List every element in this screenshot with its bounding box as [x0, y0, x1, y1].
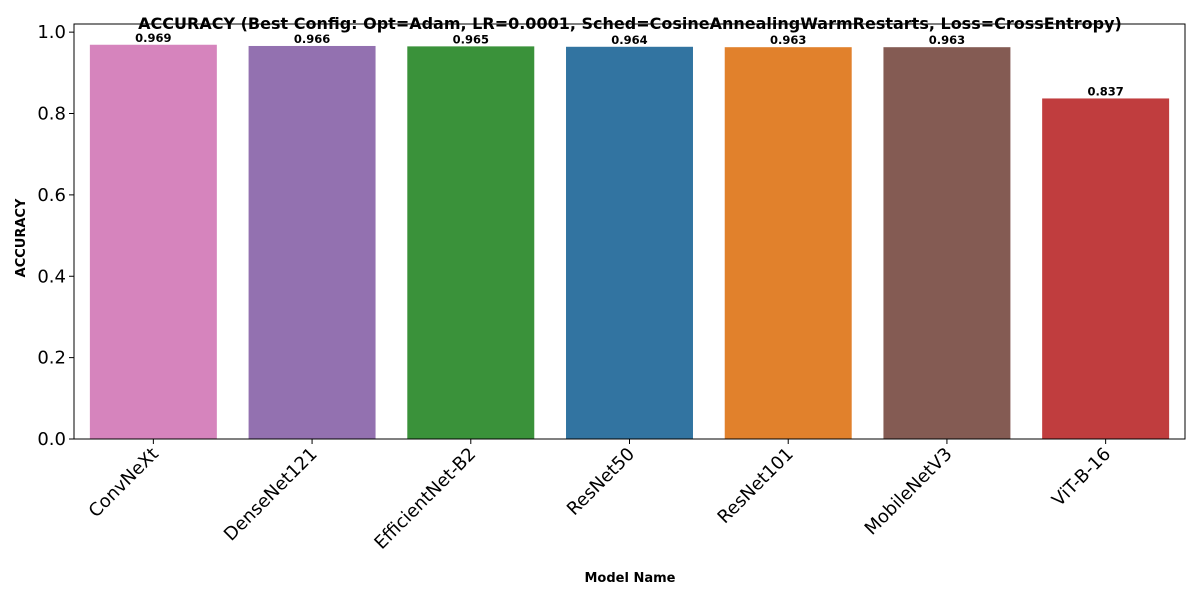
y-tick-label: 0.8 [37, 104, 66, 125]
x-axis-label: Model Name [585, 571, 676, 586]
bar-value-label: 0.965 [453, 32, 489, 46]
bar-value-label: 0.963 [770, 33, 806, 47]
x-tick-label: MobileNetV3 [861, 444, 957, 540]
bar-value-label: 0.837 [1087, 84, 1123, 98]
y-tick-label: 1.0 [37, 22, 66, 43]
x-tick-label: ConvNeXt [85, 444, 163, 522]
bar-value-label: 0.969 [135, 31, 171, 45]
y-axis: 0.0 0.2 0.4 0.6 0.8 1.0 [37, 22, 74, 450]
bar-value-labels: 0.969 0.966 0.965 0.964 0.963 0.963 0.837 [135, 31, 1124, 99]
bar-resnet50 [566, 46, 693, 440]
bar-mobilenetv3 [883, 47, 1011, 440]
x-tick-label: ResNet101 [714, 444, 798, 528]
bar-convnext [89, 44, 217, 439]
bar-value-label: 0.963 [929, 33, 965, 47]
bar-vit-b-16 [1042, 98, 1170, 440]
y-axis-label: ACCURACY [14, 198, 29, 277]
y-tick-label: 0.2 [37, 348, 66, 369]
x-tick-label: ResNet50 [563, 444, 639, 520]
bar-value-label: 0.966 [294, 32, 330, 46]
bar-value-label: 0.964 [611, 33, 647, 47]
bar-efficientnet-b2 [407, 46, 535, 440]
bar-densenet121 [248, 45, 376, 440]
x-tick-label: ViT-B-16 [1048, 444, 1115, 511]
x-tick-label: DenseNet121 [220, 444, 322, 546]
y-tick-label: 0.0 [37, 429, 66, 450]
y-tick-label: 0.6 [37, 185, 66, 206]
bar-resnet101 [724, 47, 852, 440]
x-tick-label: EfficientNet-B2 [370, 444, 480, 554]
x-axis: ConvNeXt DenseNet121 EfficientNet-B2 ResNet… [85, 439, 1115, 554]
bars-group [89, 44, 1170, 440]
y-tick-label: 0.4 [37, 266, 66, 287]
